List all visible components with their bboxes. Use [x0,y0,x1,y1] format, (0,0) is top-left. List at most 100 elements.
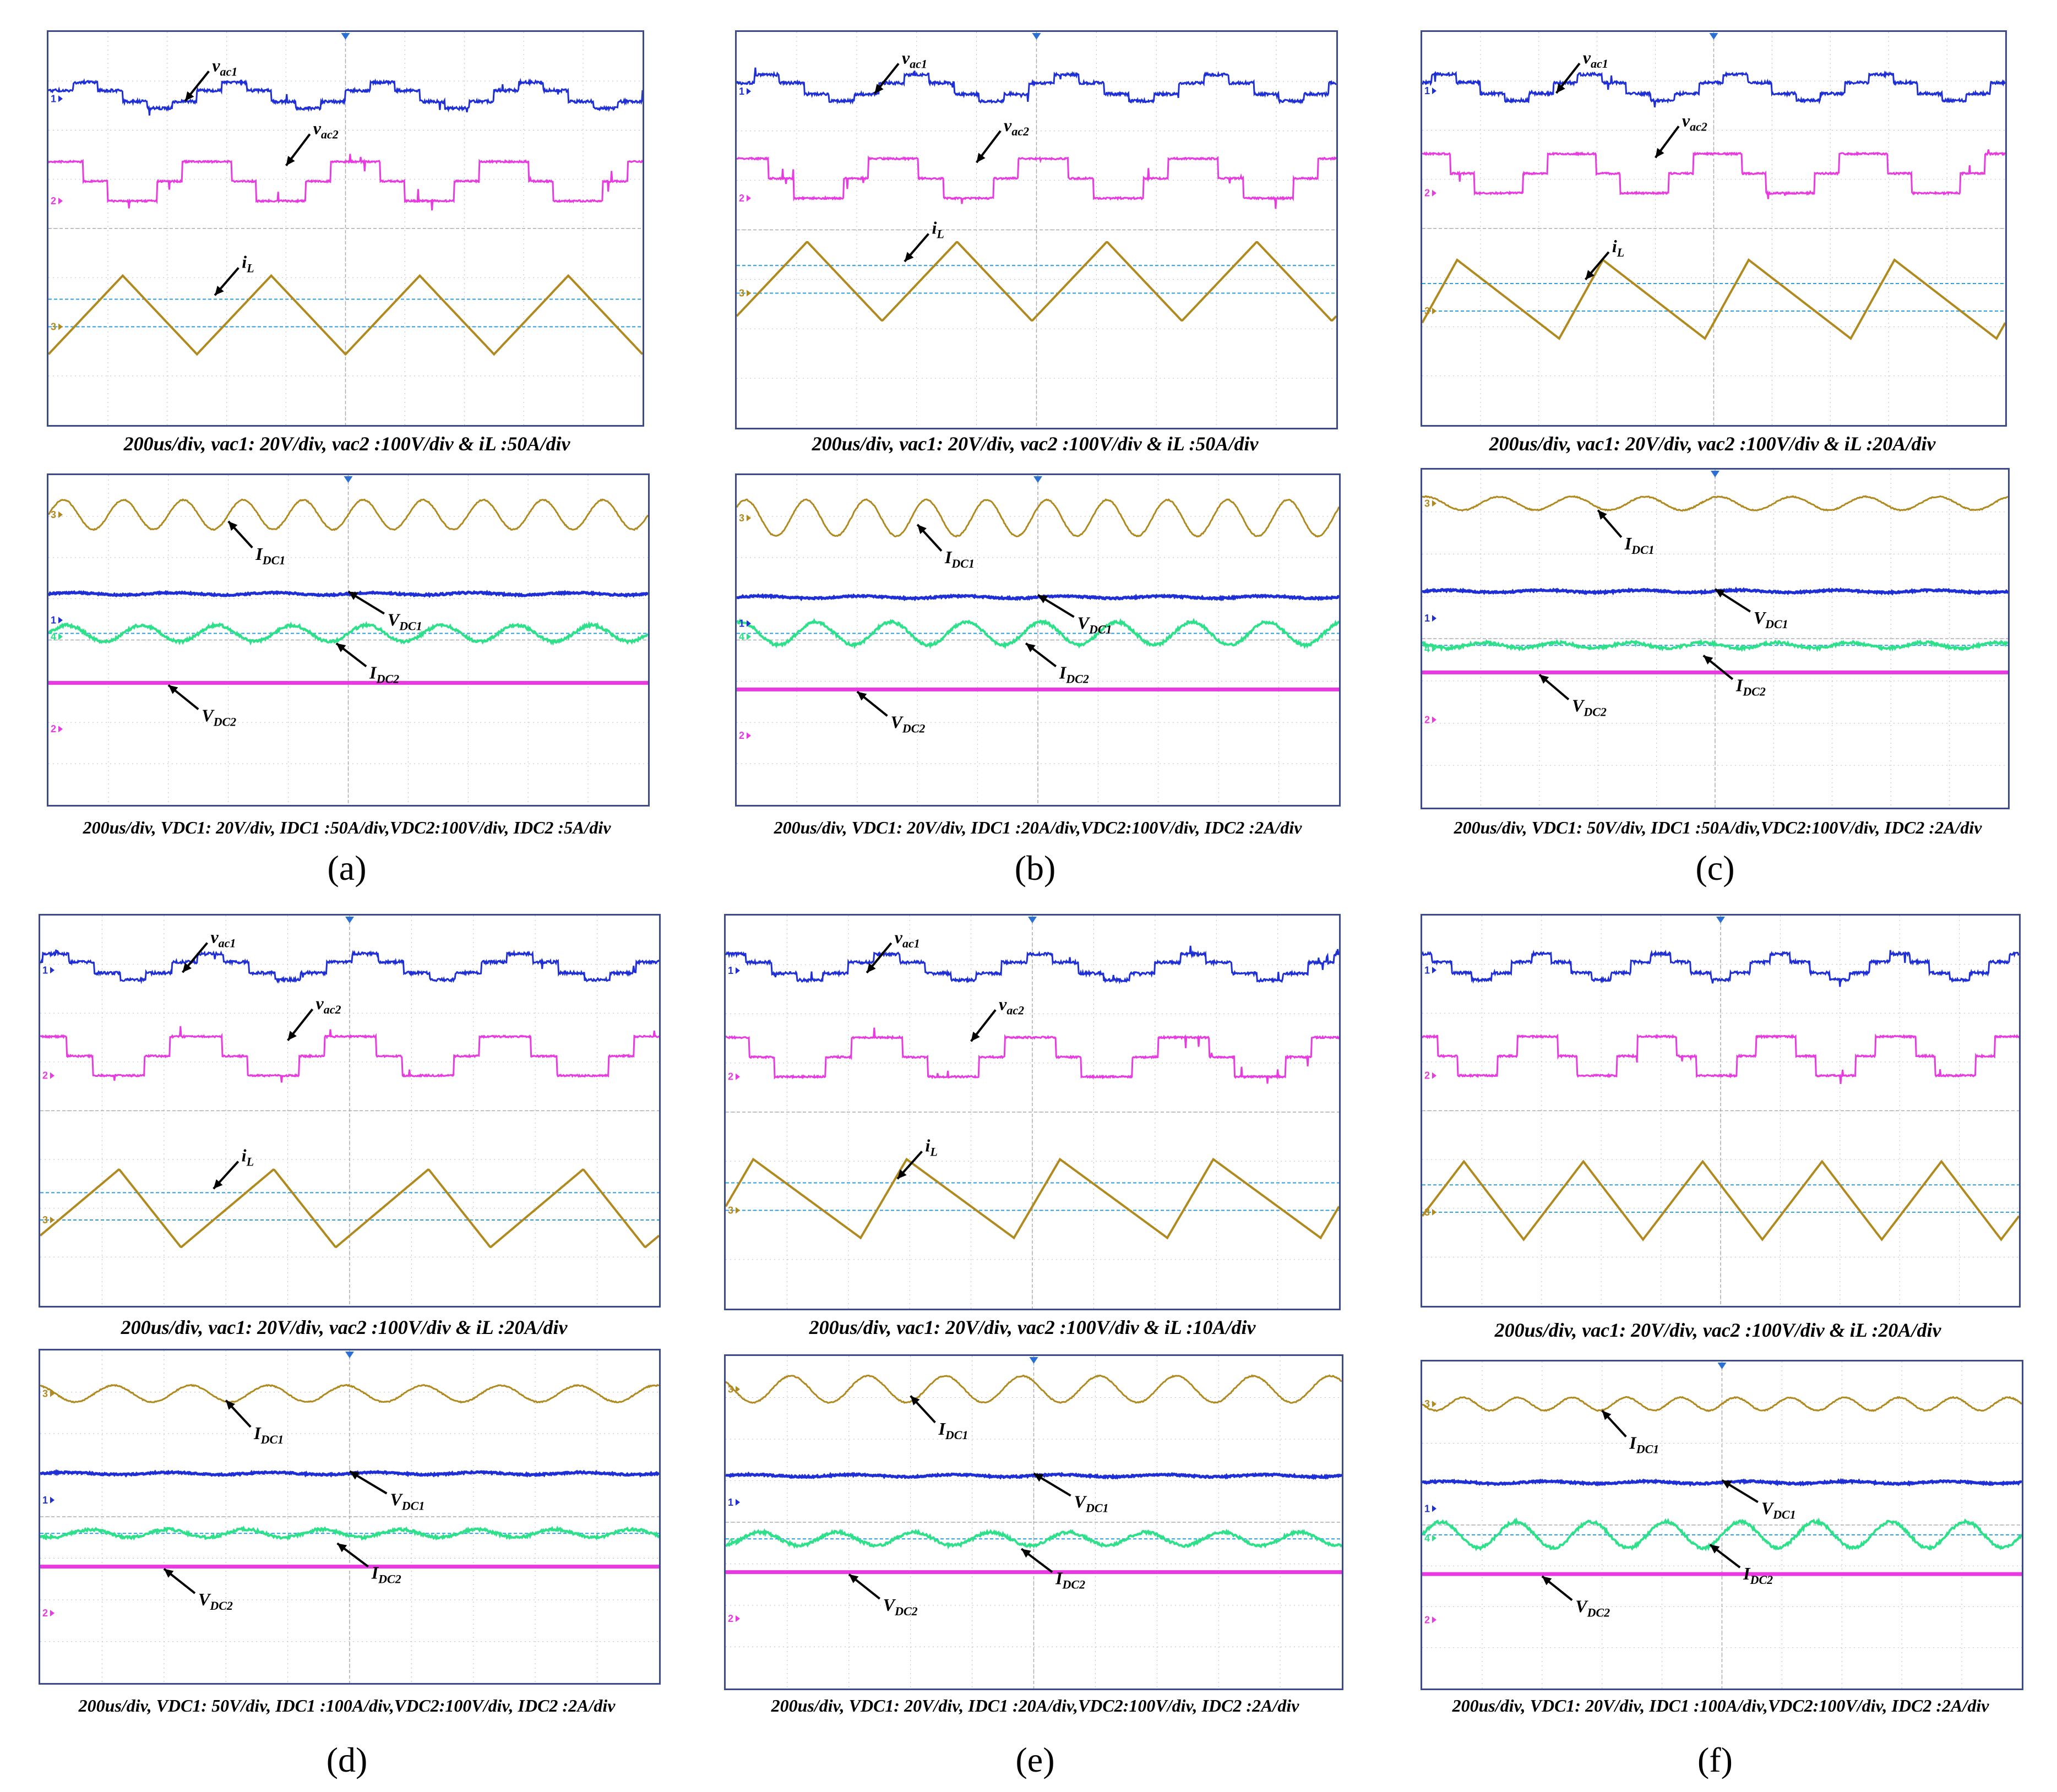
trace-VDC1 [1422,586,2008,596]
trace-vac1 [1422,949,2019,987]
channel-marker-2: 2 [42,1608,48,1619]
annotation-arrowhead [337,1543,347,1553]
channel-marker-arrow [736,1499,740,1506]
channel-marker-arrow [736,1207,740,1214]
signal-label-vac2: vac2 [1682,110,1707,133]
trace-vac1 [737,67,1336,105]
caption-a-ac: 200us/div, vac1: 20V/div, vac2 :100V/div… [123,433,570,455]
trigger-marker [1028,917,1037,923]
channel-marker-arrow [1432,88,1436,95]
channel-marker-arrow [736,1073,740,1080]
channel-marker-2: 2 [42,1070,48,1081]
scope-f-ac: 1 2 3 [1421,914,2021,1308]
signal-label-vac1: vac1 [902,48,927,71]
annotation-arrowhead [215,285,224,296]
scope-c-dc: 3 1 4 2 IDC1 VDC1 IDC2 VDC2 [1421,468,2010,809]
caption-e-dc: 200us/div, VDC1: 20V/div, IDC1 :20A/div,… [771,1696,1299,1715]
trace-VDC1 [48,590,648,598]
trace-vac2 [48,154,643,211]
channel-marker-1: 1 [739,618,744,629]
channel-marker-arrow [747,620,751,627]
channel-marker-2: 2 [739,730,744,741]
trigger-marker [1716,917,1725,923]
scope-b-ac: 1 2 3 vac1 vac2 iL [735,30,1338,429]
signal-label-VDC2: VDC2 [1575,1597,1610,1620]
channel-marker-arrow [58,95,63,102]
signal-label-iL: iL [242,252,254,275]
caption-e-ac: 200us/div, vac1: 20V/div, vac2 :100V/div… [809,1316,1256,1338]
scope-a-ac: 1 2 3 vac1 vac2 iL [47,30,644,427]
channel-marker-4: 4 [51,631,56,642]
signal-label-vac1: vac1 [895,927,920,950]
scope-f-ac-plot: 1 2 3 [1422,916,2019,1306]
channel-marker-3: 3 [728,1384,733,1395]
scope-b-dc-plot: 3 1 4 2 IDC1 VDC1 IDC2 VDC2 [737,475,1339,805]
trigger-marker [1029,1357,1038,1364]
trace-vac2 [737,155,1336,209]
annotation-arrowhead [226,1400,235,1410]
channel-marker-arrow [58,511,63,518]
annotation-arrowhead [1539,674,1549,684]
signal-label-VDC1: VDC1 [1074,1492,1109,1515]
scope-f-dc-plot: 3 1 4 2 IDC1 VDC1 IDC2 VDC2 [1422,1361,2022,1688]
scope-c-ac: 1 2 3 vac1 vac2 iL [1421,30,2007,427]
scope-e-dc: 3 1 4 2 IDC1 VDC1 IDC2 VDC2 [724,1354,1343,1690]
channel-marker-1: 1 [1424,613,1430,624]
scope-d-ac-plot: 1 2 3 vac1 vac2 iL [40,916,659,1306]
annotation-arrowhead [168,685,178,694]
channel-marker-arrow [1432,1505,1436,1512]
caption-f-ac: 200us/div, vac1: 20V/div, vac2 :100V/div… [1494,1319,1941,1341]
annotation-arrowhead [1703,655,1713,664]
annotation-arrowhead [1602,1410,1612,1420]
annotation-arrowhead [1710,1544,1720,1554]
grid [737,475,1339,805]
signal-label-vac1: vac1 [212,55,237,78]
channel-marker-arrow [50,1496,55,1504]
trigger-marker [1709,33,1718,40]
channel-marker-arrow [747,633,751,640]
channel-marker-arrow [747,732,751,739]
signal-label-VDC2: VDC2 [1572,696,1607,719]
signal-label-iL: iL [1612,236,1624,259]
signal-label-VDC2: VDC2 [883,1595,918,1618]
annotation-arrowhead [350,1471,360,1480]
trace-iL [737,241,1336,322]
trigger-marker [1032,33,1041,40]
channel-marker-arrow [1432,1401,1436,1408]
channel-marker-3: 3 [1424,498,1430,509]
panel-label-e: (e) [1015,1740,1055,1779]
trace-VDC1 [726,1471,1342,1480]
annotation-arrowhead [857,691,867,701]
signal-label-iL: iL [242,1146,254,1169]
annotation-arrowhead [164,1568,174,1578]
channel-marker-arrow [58,726,63,733]
channel-marker-arrow [736,1615,740,1622]
caption-d-dc: 200us/div, VDC1: 50V/div, IDC1 :100A/div… [78,1696,616,1715]
channel-marker-arrow [1432,615,1436,622]
channel-marker-4: 4 [728,1537,733,1548]
annotation-arrowhead [1715,589,1725,598]
signal-label-IDC2: IDC2 [1735,676,1766,699]
channel-marker-4: 4 [739,631,744,642]
scope-d-ac: 1 2 3 vac1 vac2 iL [39,914,661,1308]
panel-label-f: (f) [1697,1740,1733,1779]
annotation-arrowhead [897,1169,907,1179]
channel-marker-1: 1 [42,1495,48,1506]
channel-marker-2: 2 [728,1071,733,1082]
scope-e-ac-plot: 1 2 3 vac1 vac2 iL [726,916,1339,1309]
trigger-marker [1717,1363,1727,1369]
signal-label-vac2: vac2 [999,994,1024,1017]
channel-marker-arrow [1432,645,1436,652]
trigger-marker [1033,476,1042,483]
channel-marker-3: 3 [1424,1207,1430,1218]
trace-VDC1 [1422,1478,2022,1487]
channel-marker-arrow [1432,189,1436,197]
signal-label-IDC1: IDC1 [253,1423,284,1446]
annotation-arrowhead [1585,270,1595,280]
signal-label-IDC2: IDC2 [369,662,399,685]
trace-IDC2 [1422,1517,2022,1551]
channel-marker-1: 1 [42,965,48,976]
annotation-arrowhead [917,524,927,535]
channel-marker-3: 3 [728,1205,733,1216]
annotation-arrowhead [910,1396,920,1406]
